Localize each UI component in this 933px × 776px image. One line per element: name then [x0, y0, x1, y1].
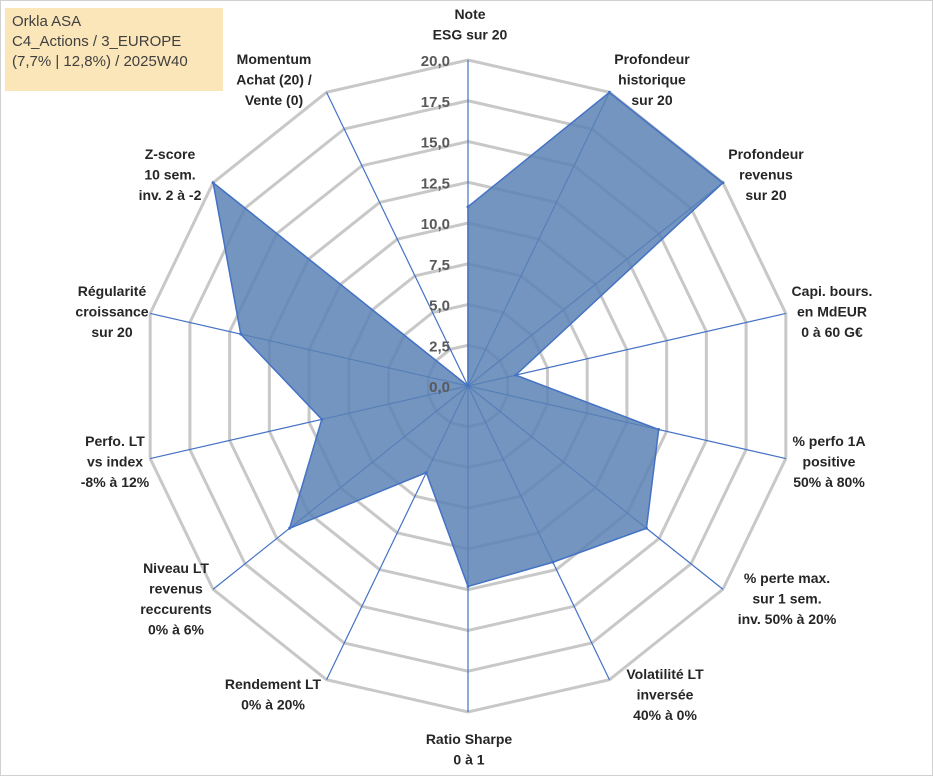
tick-label: 0,0: [429, 379, 450, 396]
data-point: [466, 584, 470, 588]
axis-label: Ratio Sharpe 0 à 1: [426, 731, 513, 768]
radar-tick-labels: 0,0 2,5 5,0 7,5 10,0 12,5 15,0 17,5 20,0: [421, 53, 450, 396]
tick-label: 20,0: [421, 53, 450, 70]
axis-label-line: 50% à 80%: [793, 474, 865, 490]
axis-label-line: vs index: [87, 454, 143, 470]
data-point: [288, 526, 292, 530]
axis-label-line: Perfo. LT: [85, 433, 145, 449]
data-point: [466, 384, 470, 388]
axis-label: % perte max. sur 1 sem. inv. 50% à 20%: [738, 570, 837, 627]
axis-label-line: 0% à 20%: [241, 697, 305, 713]
tick-label: 7,5: [429, 257, 450, 274]
radar-spoke: [326, 92, 469, 387]
axis-label-line: 0 à 60 G€: [801, 324, 863, 340]
axis-label-line: Note: [454, 6, 485, 22]
axis-label-line: ESG sur 20: [433, 27, 508, 43]
tick-label: 15,0: [421, 135, 450, 152]
data-point: [657, 428, 661, 432]
data-point: [239, 332, 243, 336]
axis-label-line: 0 à 1: [453, 752, 484, 768]
data-point: [721, 181, 725, 185]
tick-label: 2,5: [429, 338, 450, 355]
axis-label-line: 0% à 6%: [148, 622, 205, 638]
axis-label-line: croissance: [75, 304, 148, 320]
axis-label: Z-score 10 sem. inv. 2 à -2: [139, 146, 202, 203]
axis-label-line: % perfo 1A: [792, 433, 865, 449]
data-point: [466, 205, 470, 209]
tick-label: 12,5: [421, 175, 450, 192]
axis-label-line: 10 sem.: [144, 167, 195, 183]
axis-label: Rendement LT 0% à 20%: [225, 676, 322, 713]
axis-label-line: inversée: [637, 687, 694, 703]
axis-label: Profondeur historique sur 20: [614, 51, 690, 108]
axis-label: Note ESG sur 20: [433, 6, 508, 43]
axis-label-line: sur 20: [745, 187, 786, 203]
axis-label-line: revenus: [149, 581, 203, 597]
axis-label: Perfo. LT vs index -8% à 12%: [81, 433, 150, 490]
axis-label-line: inv. 50% à 20%: [738, 611, 837, 627]
axis-label-line: Volatilité LT: [626, 666, 704, 682]
axis-label: % perfo 1A positive 50% à 80%: [792, 433, 865, 490]
axis-label-line: sur 1 sem.: [752, 591, 821, 607]
radar-series: [211, 90, 725, 588]
data-point: [320, 417, 324, 421]
tick-label: 10,0: [421, 216, 450, 233]
axis-label-line: reccurents: [140, 601, 212, 617]
axis-label: Capi. bours. en MdEUR 0 à 60 G€: [792, 283, 873, 340]
axis-label-line: Vente (0): [245, 92, 303, 108]
axis-label-line: revenus: [739, 167, 793, 183]
axis-label-line: en MdEUR: [797, 304, 867, 320]
axis-label-line: Ratio Sharpe: [426, 731, 513, 747]
axis-label: Profondeur revenus sur 20: [728, 146, 804, 203]
info-category: C4_Actions / 3_EUROPE: [12, 33, 182, 50]
radar-spoke: [467, 312, 786, 387]
radar-axis-labels: Note ESG sur 20 Profondeur historique sur 20…: [75, 6, 872, 768]
axis-label-line: sur 20: [91, 324, 132, 340]
axis-label-line: Rendement LT: [225, 676, 322, 692]
axis-label-line: % perte max.: [744, 570, 830, 586]
axis-label-line: -8% à 12%: [81, 474, 150, 490]
data-point: [514, 373, 518, 377]
info-performance: (7,7% | 12,8%) / 2025W40: [12, 53, 188, 70]
data-point: [644, 526, 648, 530]
data-point: [551, 560, 555, 564]
tick-label: 17,5: [421, 94, 450, 111]
axis-label-line: Capi. bours.: [792, 283, 873, 299]
axis-label-line: Régularité: [78, 283, 147, 299]
axis-label: Volatilité LT inversée 40% à 0%: [626, 666, 704, 723]
axis-label: Régularité croissance sur 20: [75, 283, 148, 340]
tick-label: 5,0: [429, 298, 450, 315]
info-box: Orkla ASA C4_Actions / 3_EUROPE (7,7% | …: [5, 8, 223, 91]
axis-label-line: historique: [618, 72, 686, 88]
data-point: [607, 90, 611, 94]
axis-label-line: Z-score: [145, 146, 196, 162]
axis-label-line: Profondeur: [614, 51, 690, 67]
axis-label-line: Niveau LT: [143, 560, 209, 576]
axis-label: Niveau LT revenus reccurents 0% à 6%: [140, 560, 212, 638]
axis-label-line: Achat (20) /: [236, 72, 312, 88]
axis-label-line: inv. 2 à -2: [139, 187, 202, 203]
axis-label-line: Profondeur: [728, 146, 804, 162]
axis-label-line: sur 20: [631, 92, 672, 108]
axis-label: Momentum Achat (20) / Vente (0): [236, 51, 312, 108]
info-company: Orkla ASA: [12, 13, 82, 30]
data-point: [211, 181, 215, 185]
data-point: [424, 471, 428, 475]
axis-label-line: positive: [803, 454, 856, 470]
axis-label-line: 40% à 0%: [633, 707, 697, 723]
axis-label-line: Momentum: [237, 51, 312, 67]
